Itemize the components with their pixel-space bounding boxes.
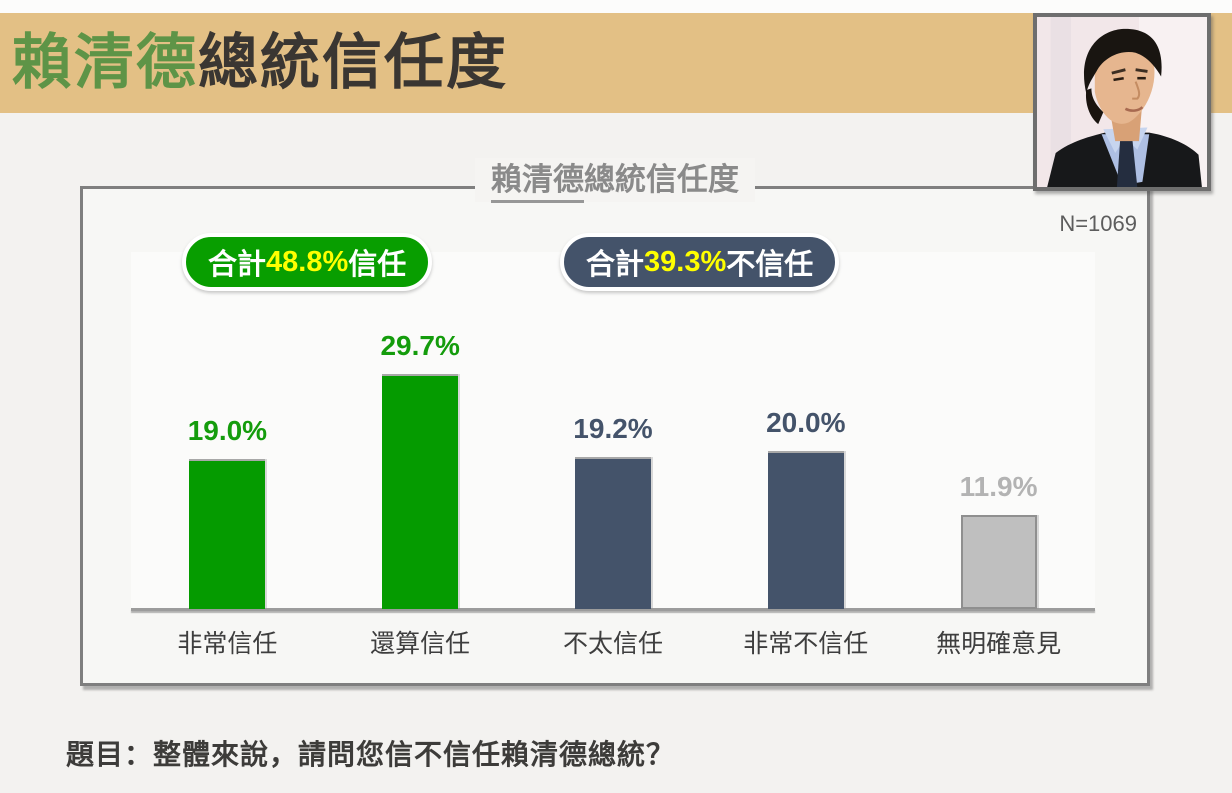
bar-category-非常信任: 非常信任: [177, 630, 278, 658]
president-photo: [1033, 13, 1211, 191]
trust-badge-suffix: 信任: [348, 249, 407, 281]
bar-category-還算信任: 還算信任: [370, 630, 471, 658]
sample-size-label: N=1069: [1059, 211, 1137, 236]
page-title-name: 賴清德: [12, 29, 198, 96]
bar-category-非常不信任: 非常不信任: [743, 630, 869, 658]
bar-value-無明確意見: 11.9%: [959, 471, 1038, 502]
distrust-total-badge: 合計 39.3% 不信任: [560, 233, 840, 291]
trust-badge-prefix: 合計: [208, 249, 267, 281]
bar-非常不信任: [767, 451, 844, 609]
bar-還算信任: [382, 374, 459, 609]
trust-total-badge: 合計 48.8% 信任: [182, 233, 433, 291]
distrust-badge-prefix: 合計: [586, 249, 645, 281]
trust-badge-value: 48.8%: [266, 245, 349, 278]
chart-title-name: 賴清德: [491, 162, 584, 203]
header-banner: 賴清德總統信任度: [0, 13, 1232, 113]
bar-value-不太信任: 19.2%: [573, 413, 653, 444]
distrust-badge-suffix: 不信任: [726, 249, 814, 281]
survey-question: 題目：整體來說，請問您信不信任賴清德總統？: [66, 739, 676, 770]
bar-不太信任: [575, 457, 651, 609]
bar-無明確意見: [960, 515, 1037, 609]
bar-非常信任: [189, 459, 266, 609]
page-title: 賴清德總統信任度: [0, 33, 508, 93]
x-axis-line: [131, 608, 1095, 611]
portrait-illustration: [1037, 17, 1207, 187]
bar-value-非常不信任: 20.0%: [766, 407, 846, 438]
distrust-badge-value: 39.3%: [644, 245, 727, 278]
bar-value-還算信任: 29.7%: [380, 330, 460, 361]
chart-title: 賴清德總統信任度: [475, 158, 755, 203]
bar-category-無明確意見: 無明確意見: [936, 630, 1062, 658]
chart-title-rest: 總統信任度: [584, 162, 739, 197]
page-title-rest: 總統信任度: [198, 29, 508, 96]
top-strip: [0, 0, 1232, 13]
bar-category-不太信任: 不太信任: [562, 630, 663, 658]
bar-value-非常信任: 19.0%: [187, 415, 268, 446]
